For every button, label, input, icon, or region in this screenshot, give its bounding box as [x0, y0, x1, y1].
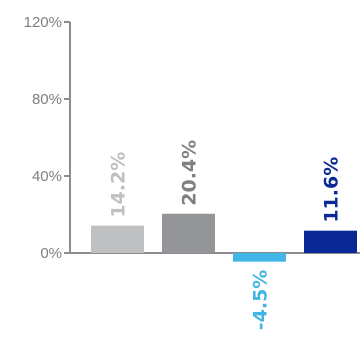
- data-label-2: 20.4%: [179, 140, 201, 206]
- bar-3: [233, 253, 286, 262]
- data-label-1: 14.2%: [108, 152, 130, 218]
- y-tick-label: 0%: [40, 245, 62, 262]
- y-tick-label: 40%: [32, 168, 62, 185]
- label-layer: 14.2% 20.4% -4.5% 11.6%: [108, 140, 343, 330]
- bar-2: [162, 213, 215, 253]
- y-tick-label: 120%: [24, 14, 62, 31]
- data-label-3: -4.5%: [250, 270, 272, 331]
- bar-layer: [91, 213, 357, 262]
- bar-4: [304, 230, 357, 253]
- data-label-4: 11.6%: [321, 157, 343, 223]
- y-tick-label: 80%: [32, 91, 62, 108]
- bar-1: [91, 225, 144, 253]
